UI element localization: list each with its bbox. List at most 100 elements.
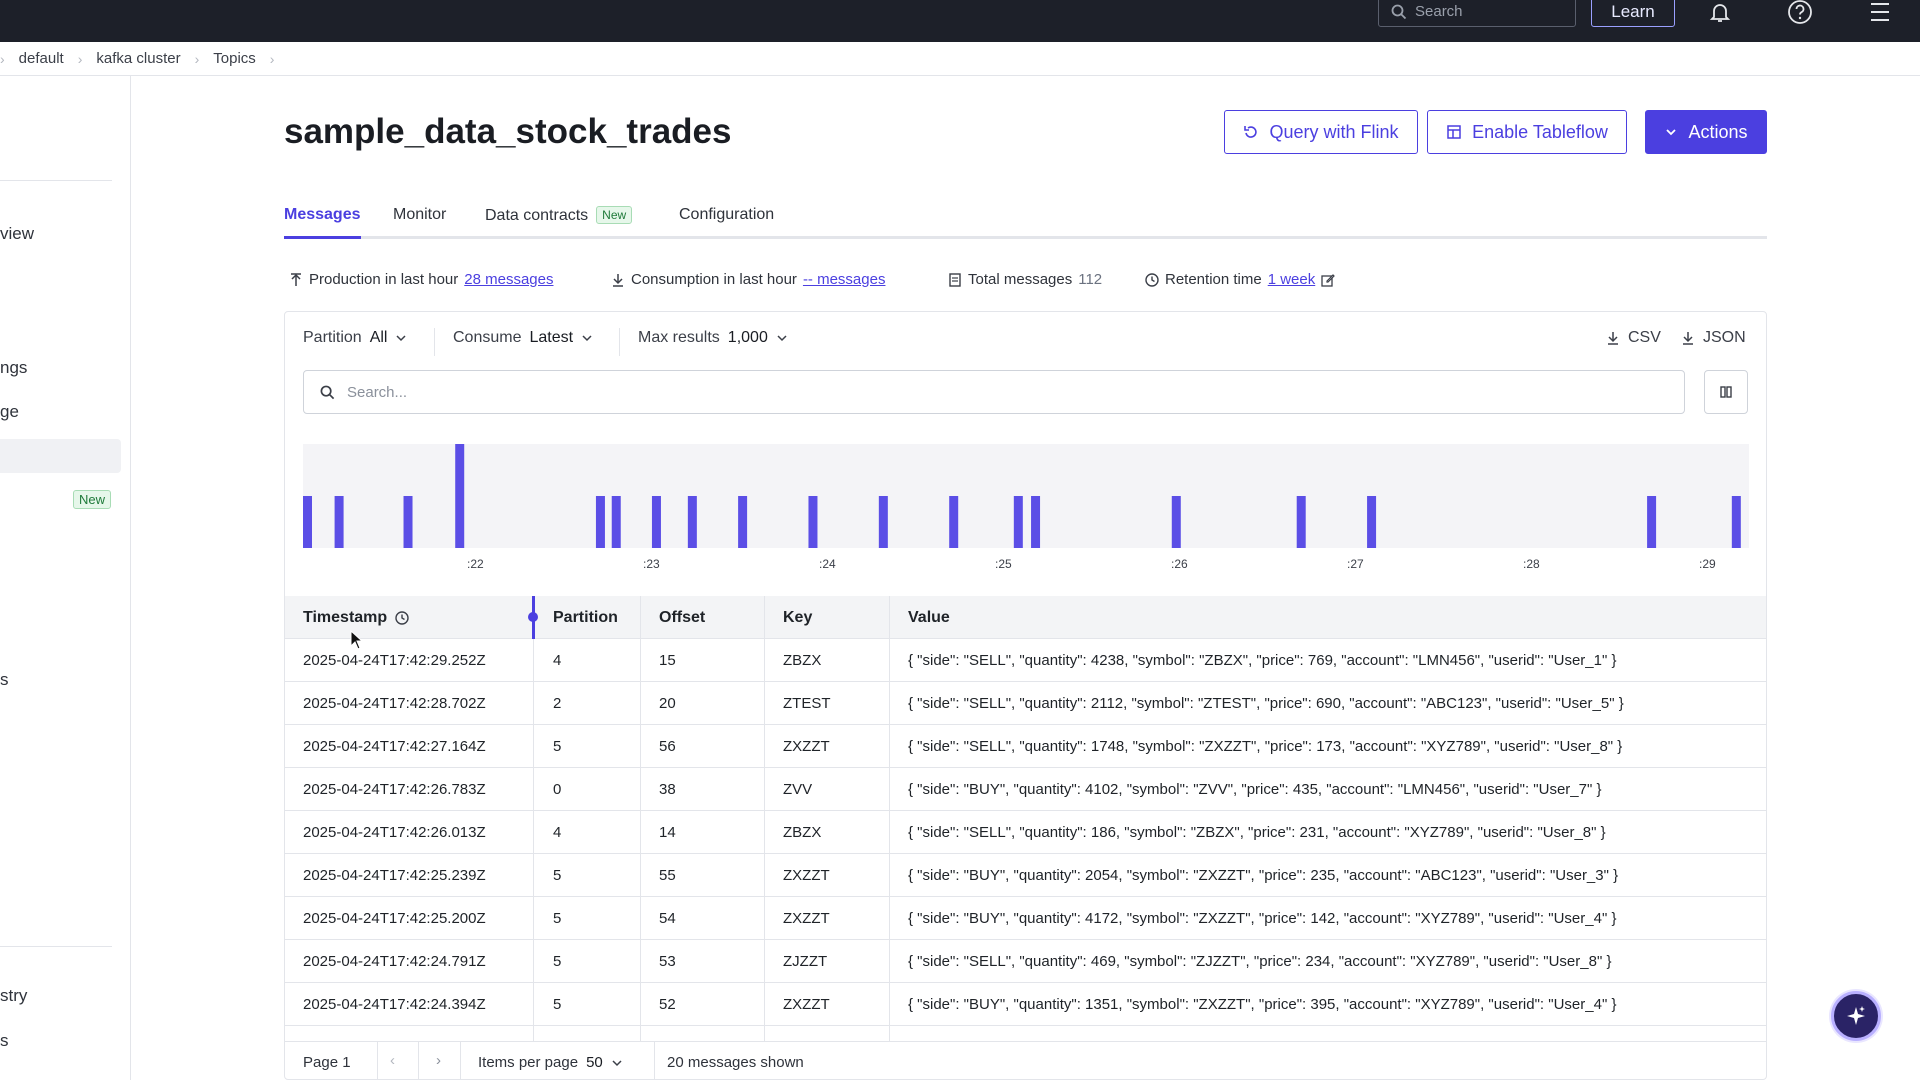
chevron-down-icon (1666, 129, 1677, 136)
histogram-bar[interactable] (878, 496, 888, 548)
sidebar-item-registry[interactable]: stry (0, 986, 28, 1005)
help-icon[interactable] (1785, 0, 1815, 26)
cell-timestamp: 2025-04-24T17:42:29.252Z (303, 652, 486, 669)
sidebar-item-overview[interactable]: view (0, 224, 35, 243)
global-search-input[interactable]: Search (1378, 0, 1576, 27)
tab-monitor[interactable]: Monitor (393, 206, 447, 223)
csv-download-button[interactable]: CSV (1606, 329, 1661, 347)
histogram-background (303, 444, 1749, 548)
cell-value: { "side": "BUY", "quantity": 4102, "symb… (908, 781, 1602, 798)
histogram-bar[interactable] (595, 496, 605, 548)
sidebar-item-s[interactable]: s (0, 670, 9, 689)
menu-icon[interactable] (1865, 0, 1895, 26)
histogram-bar[interactable] (403, 496, 413, 548)
max-results-label: Max results (638, 329, 720, 346)
cell-key: ZXZZT (783, 738, 830, 755)
column-resize-dot[interactable] (528, 612, 538, 622)
histogram-bar[interactable] (1731, 496, 1741, 548)
bell-icon[interactable] (1705, 0, 1735, 26)
tab-configuration[interactable]: Configuration (679, 206, 775, 223)
consume-value: Latest (529, 329, 574, 346)
cell-timestamp: 2025-04-24T17:42:26.013Z (303, 824, 486, 841)
histogram-tick-label: :29 (1699, 557, 1716, 571)
histogram-bar[interactable] (651, 496, 661, 548)
histogram-bar[interactable] (1031, 496, 1041, 548)
cell-value: { "side": "SELL", "quantity": 1748, "sym… (908, 738, 1623, 755)
retention-link[interactable]: 1 week (1267, 271, 1316, 288)
table-icon (1447, 125, 1461, 139)
histogram-bar[interactable] (303, 496, 312, 548)
tab-data-contracts[interactable]: Data contracts New (485, 206, 633, 225)
table-row[interactable]: 2025-04-24T17:42:24.791Z 5 53 ZJZZT { "side"… (285, 940, 1766, 983)
sidebar-item-usage[interactable]: ge (0, 402, 19, 421)
max-results-filter[interactable]: Max results 1,000 (638, 329, 788, 347)
active-tab-indicator (284, 236, 361, 239)
sidebar-item-active[interactable] (0, 439, 121, 473)
columns-toggle-button[interactable] (1704, 370, 1748, 414)
breadcrumb-default[interactable]: default (18, 50, 64, 67)
total-messages-label: Total messages (968, 271, 1073, 288)
consumption-link[interactable]: -- messages (802, 271, 886, 288)
table-row[interactable]: 2025-04-24T17:42:24.394Z 5 52 ZXZZT { "side"… (285, 983, 1766, 1026)
table-row[interactable]: 2025-04-24T17:42:25.239Z 5 55 ZXZZT{ "side"… (285, 854, 1766, 897)
partition-filter[interactable]: Partition All (303, 329, 407, 347)
header-partition[interactable]: Partition (553, 609, 618, 626)
learn-button[interactable]: Learn (1591, 0, 1675, 27)
histogram-bar[interactable] (1013, 496, 1023, 548)
consume-filter[interactable]: Consume Latest (453, 329, 593, 347)
header-timestamp[interactable]: Timestamp (303, 609, 409, 627)
download-icon (613, 273, 623, 287)
production-link[interactable]: 28 messages (464, 271, 554, 288)
query-with-flink-button[interactable]: Query with Flink (1224, 110, 1418, 154)
header-timestamp-label: Timestamp (303, 609, 388, 626)
actions-button[interactable]: Actions (1645, 110, 1767, 154)
actions-label: Actions (1688, 121, 1748, 142)
clock-icon[interactable] (395, 611, 409, 625)
table-row[interactable]: 2025-04-24T17:42:26.783Z 0 38 ZVV { "side": … (285, 768, 1766, 811)
histogram-bar[interactable] (808, 496, 818, 548)
histogram-bar[interactable] (455, 444, 465, 548)
pager-separator (654, 1042, 655, 1079)
table-row[interactable]: 2025-04-24T17:42:26.013Z 4 14 ZBZX { "side":… (285, 811, 1766, 854)
breadcrumb-cluster[interactable]: kafka cluster (96, 50, 181, 67)
table-row[interactable]: 2025-04-24T17:42:28.702Z 2 20 ZTEST { "side"… (285, 682, 1766, 725)
histogram-bar[interactable] (949, 496, 959, 548)
page-indicator: Page 1 (303, 1054, 351, 1071)
next-page-button[interactable]: › (436, 1052, 441, 1069)
breadcrumb-topics[interactable]: Topics (213, 50, 256, 67)
document-icon (949, 272, 961, 287)
header-offset[interactable]: Offset (659, 609, 706, 626)
tab-messages[interactable]: Messages (284, 206, 361, 223)
header-key[interactable]: Key (783, 609, 813, 626)
header-value[interactable]: Value (908, 609, 950, 626)
breadcrumb-separator: › (0, 50, 5, 67)
histogram-tick-label: :24 (819, 557, 836, 571)
cell-value: { "side": "SELL", "quantity": 2112, "sym… (908, 695, 1624, 712)
sidebar-item-settings[interactable]: ngs (0, 358, 28, 377)
sidebar-item-bottom[interactable]: s (0, 1031, 9, 1050)
cell-timestamp: 2025-04-24T17:42:28.702Z (303, 695, 486, 712)
json-download-button[interactable]: JSON (1681, 329, 1746, 347)
items-per-page-select[interactable]: Items per page 50 (478, 1054, 623, 1071)
histogram-bar[interactable] (1647, 496, 1657, 548)
histogram-bar[interactable] (1171, 496, 1181, 548)
search-icon (320, 385, 335, 399)
histogram-bar[interactable] (687, 496, 697, 548)
message-histogram[interactable] (303, 444, 1749, 554)
histogram-bar[interactable] (611, 496, 621, 548)
cell-partition: 4 (553, 824, 562, 841)
table-row[interactable]: 2025-04-24T17:42:29.252Z 4 15 ZBZX { "side":… (285, 639, 1766, 682)
histogram-bar[interactable] (1296, 496, 1306, 548)
table-row[interactable]: 2025-04-24T17:42:27.164Z 5 56 ZXZZT { "side"… (285, 725, 1766, 768)
retention-stat: Retention time 1 week (1145, 271, 1336, 288)
table-row[interactable]: 2025-04-24T17:42:25.200Z 5 54 ZXZZT { "side"… (285, 897, 1766, 940)
histogram-bar[interactable] (738, 496, 748, 548)
histogram-bar[interactable] (1367, 496, 1377, 548)
cell-timestamp: 2025-04-24T17:42:24.394Z (303, 996, 486, 1013)
enable-tableflow-button[interactable]: Enable Tableflow (1427, 110, 1627, 154)
message-search-input[interactable]: Search... (303, 370, 1685, 414)
ai-assistant-button[interactable] (1831, 991, 1881, 1041)
histogram-bar[interactable] (334, 496, 344, 548)
edit-icon[interactable] (1321, 273, 1336, 287)
prev-page-button[interactable]: ‹ (390, 1052, 395, 1069)
